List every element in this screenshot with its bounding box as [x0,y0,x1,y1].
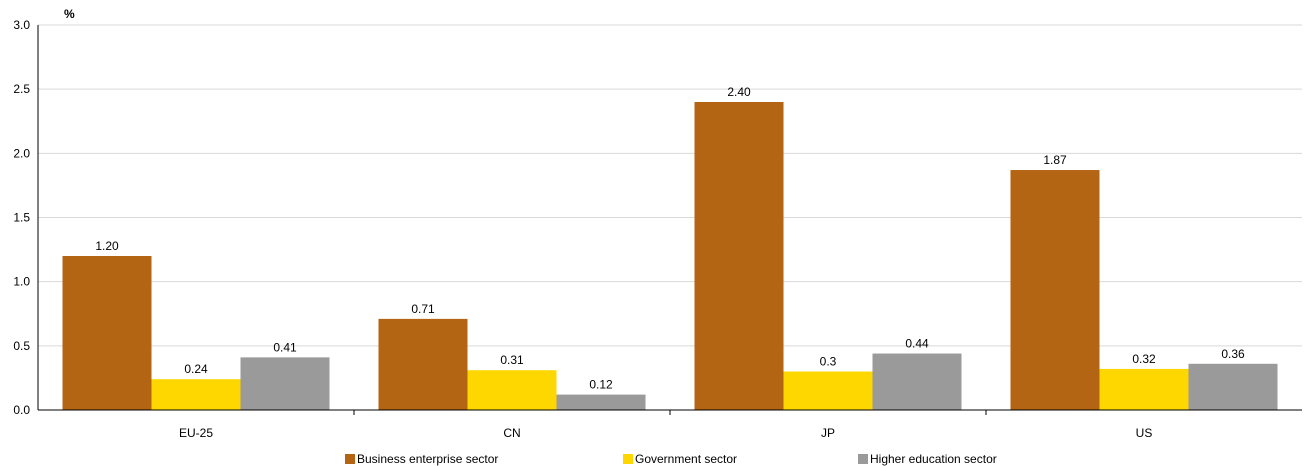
y-tick-label: 1.0 [13,275,30,289]
data-label: 0.12 [589,378,613,392]
y-tick-label: 2.5 [13,82,30,96]
data-label: 2.40 [727,85,751,99]
bar [1099,368,1189,410]
data-label: 0.36 [1221,347,1245,361]
bar [872,353,962,410]
data-label: 0.3 [820,355,837,369]
bar [62,256,152,410]
data-label: 0.41 [273,340,297,354]
legend-swatch [345,454,355,464]
bar [1188,363,1278,410]
data-label: 0.31 [500,353,524,367]
data-label: 0.32 [1132,352,1156,366]
data-label: 1.87 [1043,153,1067,167]
legend-swatch [858,454,868,464]
bar [1010,170,1100,410]
legend-label: Government sector [635,452,737,466]
grid-lines [38,24,1302,347]
x-tick-label: CN [503,426,520,440]
legend-label: Business enterprise sector [357,452,498,466]
bar [556,394,646,410]
legend-label: Higher education sector [870,452,997,466]
x-tick-label: JP [821,426,835,440]
y-unit-label: % [64,7,75,21]
x-tick-label: EU-25 [179,426,213,440]
legend-swatch [623,454,633,464]
y-tick-label: 2.0 [13,146,30,160]
x-tick-labels: EU-25 CN JP US [179,426,1152,440]
bar [151,379,241,410]
bar [240,357,330,410]
bar [694,102,784,410]
bar [783,371,873,410]
data-label: 0.24 [184,362,208,376]
value-labels: 1.20 0.24 0.41 0.71 0.31 0.12 2.40 0.3 0.44 1.87 0… [95,85,1245,392]
bar [378,318,468,410]
axes [37,25,1302,415]
y-tick-label: 0.5 [13,339,30,353]
x-tick-label: US [1136,426,1153,440]
bar [467,370,557,410]
data-label: 1.20 [95,239,119,253]
y-tick-labels: 0.0 0.5 1.0 1.5 2.0 2.5 3.0 [13,18,30,417]
y-tick-label: 1.5 [13,211,30,225]
data-label: 0.71 [411,302,435,316]
y-tick-label: 0.0 [13,403,30,417]
bars [62,102,1278,410]
y-tick-label: 3.0 [13,18,30,32]
data-label: 0.44 [905,337,929,351]
legend: Business enterprise sector Government sec… [345,452,997,466]
